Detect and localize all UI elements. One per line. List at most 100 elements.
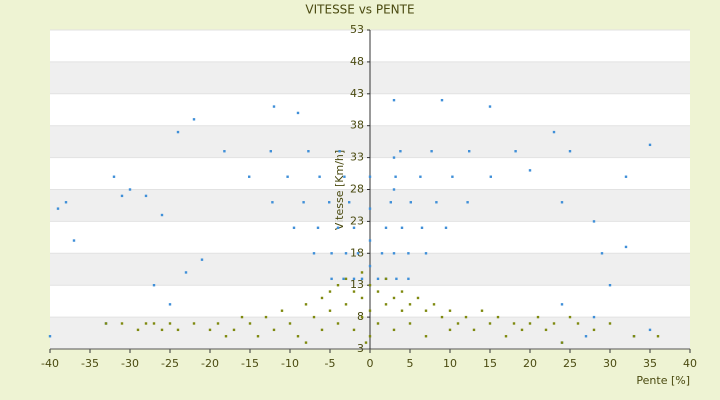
point [444, 226, 448, 229]
point [348, 201, 351, 204]
point [488, 322, 492, 325]
point [409, 201, 412, 204]
point [360, 296, 364, 300]
point [296, 111, 300, 115]
point [192, 322, 196, 325]
point [448, 328, 452, 332]
point [269, 150, 272, 153]
x-tick-label: -20 [201, 357, 219, 370]
point [400, 226, 404, 229]
point [394, 175, 397, 178]
x-tick-label: -10 [281, 357, 299, 370]
point [232, 328, 236, 332]
point [384, 303, 388, 306]
point [496, 315, 500, 319]
point [342, 277, 345, 281]
point [248, 322, 252, 325]
point [152, 284, 156, 287]
point [514, 150, 517, 153]
point [376, 277, 380, 281]
point [328, 290, 332, 293]
point [320, 296, 324, 300]
point [304, 303, 308, 306]
point [352, 277, 356, 281]
point [223, 150, 226, 153]
point [392, 296, 396, 300]
point [120, 322, 124, 325]
point [200, 258, 204, 261]
point [568, 315, 572, 319]
point [104, 322, 108, 325]
point [451, 175, 454, 178]
point [368, 239, 372, 242]
point [208, 328, 212, 332]
point [120, 194, 124, 198]
point [592, 220, 596, 223]
point [344, 277, 348, 281]
y-tick-label: 13 [350, 278, 364, 291]
point [424, 252, 428, 255]
point [336, 322, 340, 325]
point [352, 290, 356, 293]
point [168, 322, 172, 325]
point [144, 322, 148, 325]
point [48, 335, 52, 338]
point [368, 335, 372, 338]
point [560, 303, 564, 306]
point [408, 322, 412, 325]
point [330, 277, 333, 281]
point [286, 175, 289, 178]
point [430, 150, 433, 153]
point [544, 328, 548, 332]
point [392, 188, 396, 191]
point [536, 315, 540, 319]
x-tick-label: -15 [241, 357, 259, 370]
point [264, 315, 268, 319]
x-tick-label: 20 [523, 357, 537, 370]
point [160, 213, 164, 217]
point [419, 175, 422, 178]
point [368, 284, 372, 287]
point [560, 201, 564, 204]
point [395, 277, 398, 281]
point [464, 315, 468, 319]
point [407, 277, 410, 281]
x-tick-label: -5 [325, 357, 336, 370]
point [296, 335, 300, 338]
point [271, 201, 274, 204]
point [600, 252, 604, 255]
point [338, 150, 341, 153]
point [368, 264, 372, 268]
point [184, 271, 188, 274]
point [343, 175, 346, 178]
point [592, 328, 596, 332]
point [512, 322, 516, 325]
point [302, 201, 305, 204]
point [399, 150, 402, 153]
point [304, 341, 308, 344]
point [408, 303, 412, 306]
point [384, 277, 388, 281]
point [528, 169, 532, 172]
point [152, 322, 156, 325]
point [380, 252, 384, 255]
point [376, 322, 380, 325]
point [435, 201, 438, 204]
point [240, 315, 244, 319]
point [392, 328, 396, 332]
point [288, 322, 292, 325]
point [608, 284, 612, 287]
y-tick-label: 8 [357, 310, 364, 323]
point [552, 130, 556, 134]
point [176, 130, 180, 134]
point [392, 98, 396, 102]
x-axis-title: Pente [%] [636, 374, 690, 387]
point [416, 296, 420, 300]
point [316, 226, 320, 229]
point [528, 322, 532, 325]
point [352, 226, 356, 229]
point [468, 150, 471, 153]
point [488, 105, 492, 108]
point [352, 328, 356, 332]
point [466, 201, 469, 204]
